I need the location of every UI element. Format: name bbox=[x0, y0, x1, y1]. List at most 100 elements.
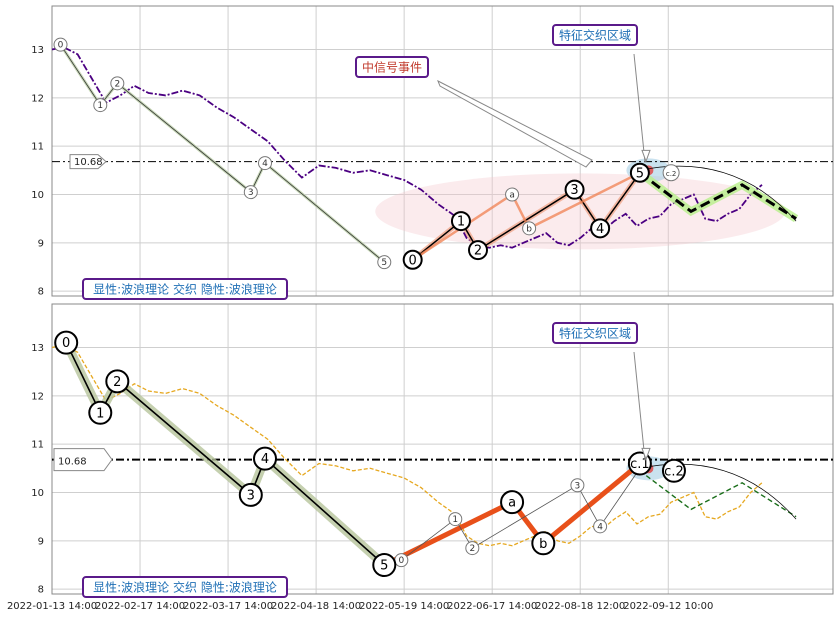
c2-marker bbox=[662, 164, 680, 182]
major-wave-marker bbox=[105, 369, 130, 394]
minor-wave-label: 2 bbox=[114, 79, 120, 89]
major-wave-label: 3 bbox=[247, 488, 255, 503]
minor-wave-label: 4 bbox=[262, 159, 268, 169]
bottom-panel-frame bbox=[51, 303, 834, 595]
minor-wave-label: 1 bbox=[452, 515, 458, 525]
y-tick-label: 13 bbox=[31, 343, 44, 354]
major-wave-label: 1 bbox=[96, 406, 104, 421]
feature-zone-arrowhead bbox=[641, 447, 651, 461]
major-wave-marker bbox=[590, 218, 611, 239]
y-tick-label: 13 bbox=[31, 45, 44, 56]
feature-zone-text: 特征交织区域 bbox=[559, 28, 631, 43]
major-wave-marker bbox=[564, 179, 585, 200]
x-tick-label: 2022-08-18 12:00 bbox=[535, 601, 625, 612]
forecast-arc bbox=[639, 463, 797, 520]
minor-wave-label: 1 bbox=[97, 101, 103, 111]
signal-event-text: 中信号事件 bbox=[362, 60, 422, 75]
major-wave-label: 0 bbox=[409, 253, 417, 268]
minor-wave-marker bbox=[110, 76, 125, 91]
feature-zone-box bbox=[552, 322, 638, 344]
y-tick-label: 10 bbox=[31, 190, 44, 201]
correction-wave-line bbox=[383, 461, 642, 568]
minor-wave-marker bbox=[258, 156, 272, 171]
feature-zone-box bbox=[552, 24, 638, 46]
major-wave-marker bbox=[661, 458, 686, 483]
minor-wave-marker bbox=[448, 512, 463, 527]
minor-wave-label: 3 bbox=[575, 481, 581, 491]
x-tick-label: 2022-04-18 14:00 bbox=[271, 601, 361, 612]
minor-wave-label: b bbox=[526, 224, 532, 234]
minor-wave-marker bbox=[93, 98, 108, 113]
feature-zone-arrowhead bbox=[641, 149, 651, 163]
primary-wave-line bbox=[60, 44, 385, 263]
x-tick-label: 2022-03-17 14:00 bbox=[183, 601, 273, 612]
minor-wave-label: 4 bbox=[597, 522, 603, 532]
y-tick-label: 8 bbox=[38, 585, 44, 596]
major-wave-marker bbox=[450, 211, 471, 232]
feature-zone-arrow bbox=[633, 351, 646, 461]
c2-label: c.2 bbox=[666, 170, 677, 178]
primary-wave-line bbox=[65, 342, 385, 566]
major-wave-marker bbox=[402, 249, 423, 270]
major-wave-label: a bbox=[508, 496, 516, 511]
major-wave-label: 4 bbox=[261, 452, 269, 467]
y-tick-label: 11 bbox=[31, 440, 44, 451]
feature-zone-text: 特征交织区域 bbox=[559, 326, 631, 341]
reference-value-label: 10.68 bbox=[58, 457, 87, 468]
major-wave-marker bbox=[54, 330, 79, 355]
major-wave-label: 2 bbox=[474, 244, 482, 259]
minor-wave-label: a bbox=[509, 191, 515, 201]
major-wave-label: b bbox=[539, 537, 547, 552]
major-wave-marker bbox=[253, 446, 277, 471]
major-wave-marker bbox=[238, 482, 263, 507]
price-series bbox=[51, 344, 763, 547]
x-tick-label: 2022-09-12 10:00 bbox=[623, 601, 713, 612]
minor-wave-marker bbox=[570, 478, 585, 493]
major-wave-marker bbox=[468, 240, 488, 261]
major-wave-marker bbox=[88, 400, 113, 425]
minor-wave-label: 5 bbox=[381, 258, 387, 268]
minor-wave-label: 0 bbox=[58, 41, 64, 51]
major-wave-label: 0 bbox=[62, 336, 70, 351]
legend-text: 显性:波浪理论 交织 隐性:波浪理论 bbox=[93, 580, 277, 595]
price-series bbox=[51, 46, 763, 249]
y-tick-label: 9 bbox=[38, 536, 44, 547]
major-wave-label: 2 bbox=[113, 375, 121, 390]
forecast-line bbox=[638, 171, 797, 220]
major-wave-label: 4 bbox=[596, 222, 604, 237]
major-wave-label: 5 bbox=[380, 559, 388, 574]
impulse-wave-line bbox=[412, 172, 641, 261]
forecast-line bbox=[639, 470, 797, 518]
major-wave-marker bbox=[629, 162, 650, 183]
x-tick-label: 2022-06-17 14:00 bbox=[447, 601, 537, 612]
major-wave-marker bbox=[500, 490, 525, 515]
minor-wave-marker bbox=[377, 255, 392, 270]
minor-wave-label: 2 bbox=[469, 544, 475, 554]
legend-text: 显性:波浪理论 交织 隐性:波浪理论 bbox=[93, 282, 277, 297]
reference-value-label: 10.68 bbox=[74, 157, 103, 168]
y-tick-label: 12 bbox=[31, 93, 44, 104]
minor-wave-marker bbox=[593, 519, 608, 534]
reference-value-tag bbox=[69, 154, 107, 170]
forecast-arc bbox=[639, 165, 797, 222]
reference-value-tag bbox=[53, 448, 113, 472]
minor-wave-marker bbox=[522, 221, 537, 236]
minor-wave-line bbox=[401, 468, 641, 561]
minor-wave-marker bbox=[465, 541, 480, 556]
interaction-ellipse bbox=[375, 173, 786, 250]
minor-wave-marker bbox=[243, 185, 258, 200]
major-wave-label: c.2 bbox=[664, 464, 684, 479]
major-wave-marker bbox=[531, 531, 556, 556]
top-panel-frame bbox=[51, 5, 834, 297]
minor-wave-label: 3 bbox=[248, 188, 254, 198]
primary-wave-band bbox=[59, 43, 386, 264]
minor-wave-marker bbox=[505, 187, 520, 202]
y-tick-label: 12 bbox=[31, 391, 44, 402]
y-tick-label: 9 bbox=[38, 238, 44, 249]
y-tick-label: 11 bbox=[31, 142, 44, 153]
x-tick-label: 2022-02-17 14:00 bbox=[95, 601, 185, 612]
